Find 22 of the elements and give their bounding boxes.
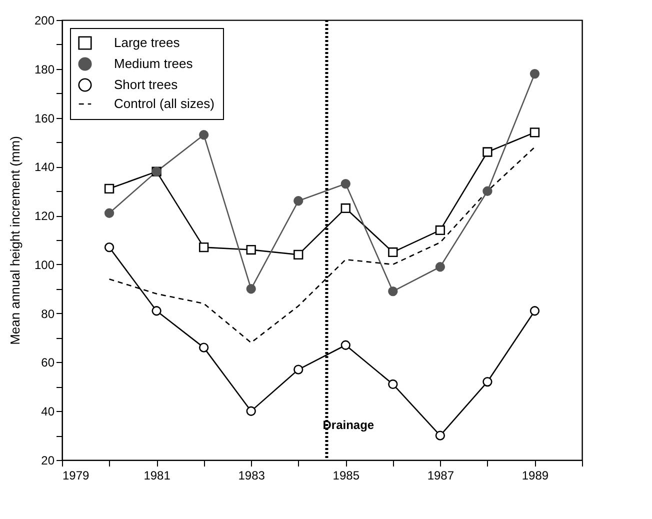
y-tick-label: 120 [34,209,55,224]
ref-line-label: Drainage [322,418,374,432]
x-tick-label: 1987 [427,468,454,482]
y-tick-label: 160 [34,111,55,126]
x-tick-label: 1983 [238,468,266,482]
legend-label: Control (all sizes) [114,96,214,111]
legend-label: Large trees [114,35,180,50]
y-axis-title: Mean annual height increment (mm) [7,136,22,345]
y-tick-label: 20 [41,454,55,468]
y-tick-label: 200 [34,14,55,28]
legend-label: Short trees [114,77,178,92]
x-tick-label: 1989 [522,468,549,482]
y-tick-label: 80 [41,306,55,321]
x-tick-label: 1985 [332,468,360,482]
y-tick-label: 60 [41,356,55,370]
y-tick-label: 40 [41,404,55,419]
legend-label: Medium trees [114,56,194,71]
y-tick-label: 180 [34,62,55,76]
y-tick-label: 140 [34,160,55,174]
x-tick-label: 1981 [144,468,171,482]
y-tick-label: 100 [34,258,55,272]
x-tick-label: 1979 [62,468,90,482]
